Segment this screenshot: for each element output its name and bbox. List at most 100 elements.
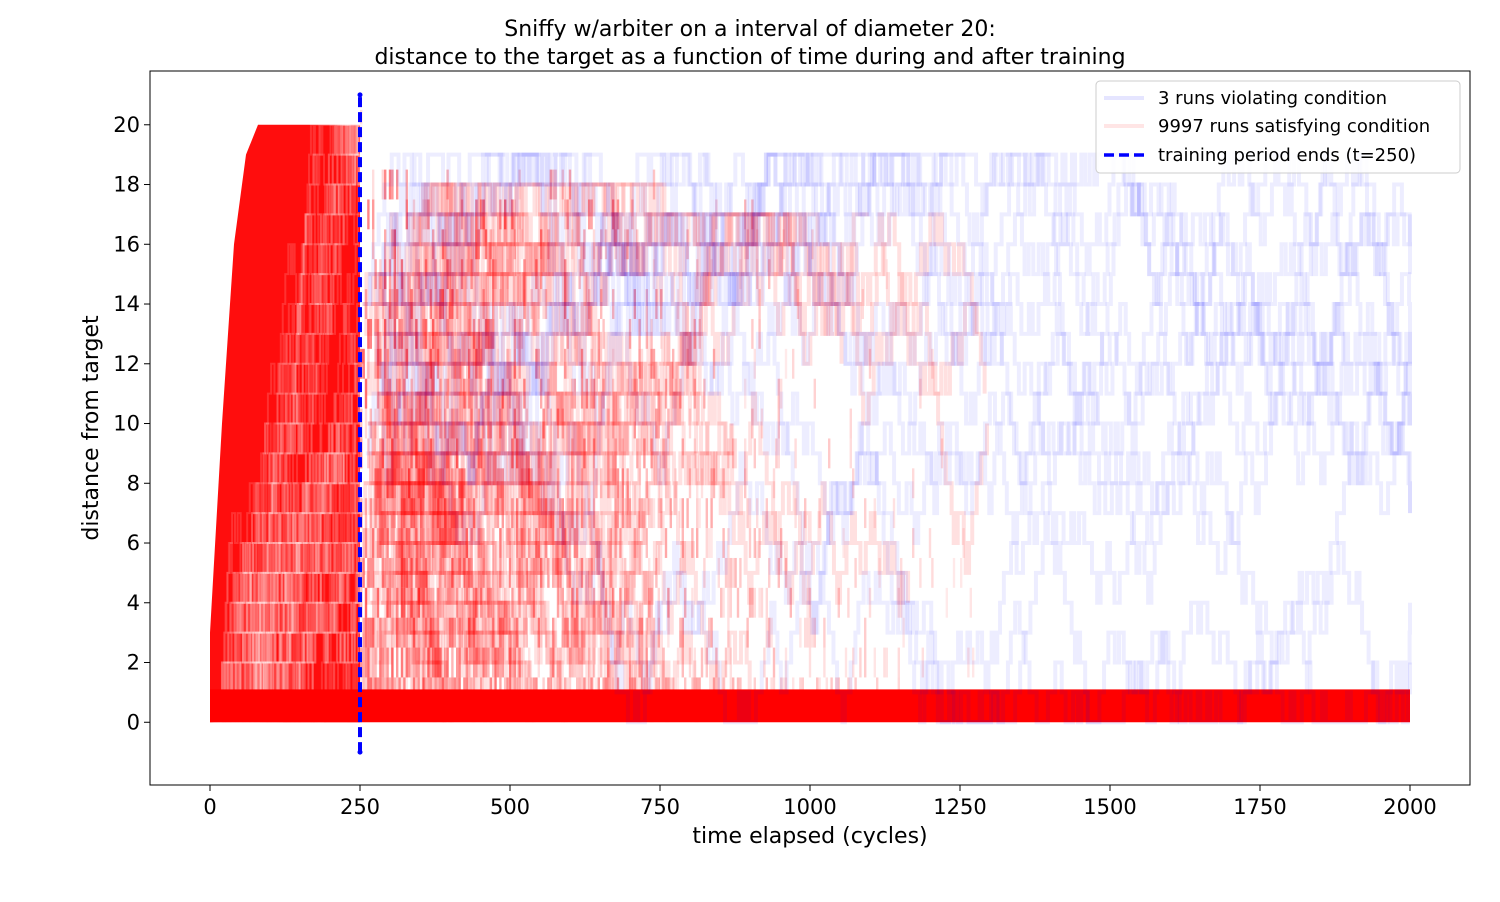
satisfying-run-segment bbox=[434, 408, 437, 439]
satisfying-run-segment bbox=[753, 587, 756, 618]
satisfying-run-segment bbox=[518, 468, 521, 499]
satisfying-run-segment bbox=[484, 617, 488, 648]
satisfying-run-segment bbox=[480, 587, 483, 618]
satisfying-run-segment bbox=[422, 647, 425, 678]
violating-run-trace bbox=[362, 152, 1412, 426]
satisfying-run-segment bbox=[564, 289, 567, 319]
satisfying-run-segment bbox=[393, 498, 396, 529]
satisfying-run-segment bbox=[456, 348, 459, 379]
satisfying-run-segment bbox=[844, 647, 848, 678]
satisfying-run-segment bbox=[753, 348, 756, 379]
satisfying-run-trace bbox=[381, 361, 596, 635]
satisfying-run-segment bbox=[453, 468, 456, 499]
satisfying-run-segment bbox=[434, 647, 437, 678]
satisfying-run-segment bbox=[708, 528, 711, 558]
satisfying-run-segment bbox=[460, 498, 464, 529]
satisfying-run-segment bbox=[784, 647, 788, 678]
satisfying-run-segment bbox=[367, 199, 370, 230]
satisfying-run-segment bbox=[633, 408, 636, 439]
satisfying-run-segment bbox=[372, 587, 375, 618]
satisfying-run-segment bbox=[892, 498, 896, 529]
satisfying-run-segment bbox=[739, 259, 742, 290]
satisfying-run-segment bbox=[535, 557, 538, 588]
satisfying-run-trace bbox=[387, 451, 687, 665]
satisfying-run-segment bbox=[400, 647, 404, 678]
satisfying-run-segment bbox=[640, 617, 644, 648]
satisfying-run-segment bbox=[446, 617, 449, 648]
satisfying-run-segment bbox=[448, 617, 452, 648]
satisfying-run-segment bbox=[564, 348, 567, 379]
satisfying-run-segment bbox=[628, 617, 632, 648]
satisfying-run-segment bbox=[619, 408, 622, 439]
satisfying-run-segment bbox=[612, 408, 615, 439]
satisfying-run-segment bbox=[602, 318, 605, 349]
satisfying-run-segment bbox=[662, 438, 665, 469]
satisfying-run-segment bbox=[588, 498, 591, 529]
satisfying-run-segment bbox=[751, 318, 754, 349]
satisfying-run-segment bbox=[424, 259, 428, 290]
satisfying-run-segment bbox=[696, 259, 699, 290]
satisfying-run-segment bbox=[400, 498, 404, 529]
satisfying-run-segment bbox=[422, 528, 425, 558]
satisfying-run-segment bbox=[396, 438, 399, 469]
satisfying-run-segment bbox=[561, 498, 564, 529]
satisfying-run-segment bbox=[468, 647, 471, 678]
satisfying-run-segment bbox=[504, 199, 507, 230]
satisfying-run-segment bbox=[376, 617, 380, 648]
satisfying-run-segment bbox=[734, 557, 737, 588]
satisfying-run-segment bbox=[585, 587, 588, 618]
satisfying-run-segment bbox=[393, 289, 396, 319]
satisfying-run-segment bbox=[480, 647, 483, 678]
satisfying-run-segment bbox=[432, 378, 435, 409]
satisfying-run-segment bbox=[400, 289, 404, 319]
satisfying-run-segment bbox=[436, 617, 440, 648]
satisfying-run-segment bbox=[372, 528, 375, 558]
satisfying-run-segment bbox=[499, 199, 502, 230]
satisfying-run-segment bbox=[703, 378, 706, 409]
satisfying-run-segment bbox=[458, 557, 461, 588]
satisfying-run-segment bbox=[508, 647, 512, 678]
satisfying-run-trace bbox=[226, 123, 364, 724]
satisfying-run-segment bbox=[441, 587, 444, 618]
satisfying-run-segment bbox=[465, 378, 468, 409]
satisfying-run-segment bbox=[480, 348, 483, 379]
satisfying-run-segment bbox=[417, 617, 420, 648]
satisfying-run-segment bbox=[403, 557, 406, 588]
satisfying-run-segment bbox=[556, 468, 560, 499]
satisfying-run-segment bbox=[580, 348, 584, 379]
satisfying-run-segment bbox=[482, 408, 485, 439]
satisfying-run-segment bbox=[732, 557, 735, 588]
satisfying-run-segment bbox=[636, 528, 639, 558]
satisfying-run-segment bbox=[388, 378, 392, 409]
satisfying-run-trace bbox=[362, 182, 663, 514]
satisfying-run-segment bbox=[760, 408, 764, 439]
satisfying-run-segment bbox=[614, 229, 617, 260]
satisfying-run-segment bbox=[640, 348, 644, 379]
satisfying-run-segment bbox=[369, 498, 372, 529]
satisfying-run-segment bbox=[729, 647, 732, 678]
satisfying-run-segment bbox=[600, 617, 603, 648]
satisfying-run-segment bbox=[597, 587, 600, 618]
satisfying-run-segment bbox=[540, 378, 543, 409]
satisfying-run-segment bbox=[391, 229, 394, 260]
satisfying-run-segment bbox=[470, 408, 473, 439]
satisfying-run-segment bbox=[470, 557, 473, 588]
satisfying-run-segment bbox=[626, 617, 629, 648]
satisfying-run-segment bbox=[458, 468, 461, 499]
satisfying-run-segment bbox=[777, 557, 780, 588]
satisfying-run-segment bbox=[376, 528, 380, 558]
satisfying-run-segment bbox=[516, 438, 519, 469]
satisfying-run-segment bbox=[422, 468, 425, 499]
satisfying-run-segment bbox=[391, 289, 394, 319]
satisfying-run-segment bbox=[571, 378, 574, 409]
satisfying-run-segment bbox=[511, 438, 514, 469]
satisfying-run-segment bbox=[648, 617, 651, 648]
satisfying-run-segment bbox=[417, 587, 420, 618]
satisfying-run-segment bbox=[753, 528, 756, 558]
satisfying-run-segment bbox=[391, 169, 394, 200]
satisfying-run-segment bbox=[393, 318, 396, 349]
satisfying-run-segment bbox=[360, 647, 363, 678]
satisfying-run-segment bbox=[475, 199, 478, 230]
satisfying-run-segment bbox=[398, 318, 401, 349]
satisfying-run-segment bbox=[475, 587, 478, 618]
